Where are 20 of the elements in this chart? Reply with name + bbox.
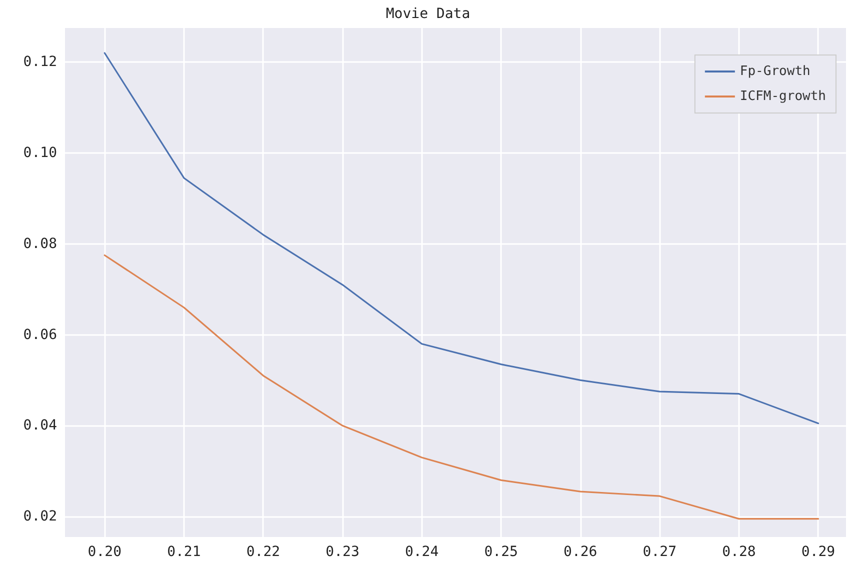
y-tick-label: 0.08 bbox=[23, 236, 57, 252]
x-tick-label: 0.21 bbox=[167, 544, 201, 560]
x-tick-label: 0.26 bbox=[564, 544, 598, 560]
y-tick-label: 0.02 bbox=[23, 508, 57, 525]
chart-title: Movie Data bbox=[386, 6, 470, 22]
y-tick-label: 0.04 bbox=[23, 418, 57, 434]
x-tick-label: 0.20 bbox=[88, 544, 122, 560]
x-tick-label: 0.25 bbox=[484, 544, 518, 560]
y-tick-label: 0.10 bbox=[23, 144, 57, 161]
x-tick-label: 0.24 bbox=[404, 544, 439, 560]
y-tick-label: 0.06 bbox=[23, 326, 57, 343]
x-tick-label: 0.22 bbox=[246, 544, 280, 560]
x-tick-label: 0.27 bbox=[642, 544, 677, 560]
x-tick-label: 0.29 bbox=[801, 544, 836, 560]
legend-label: ICFM-growth bbox=[740, 89, 826, 104]
x-tick-label: 0.23 bbox=[326, 544, 360, 560]
legend-label: Fp-Growth bbox=[740, 64, 810, 79]
x-tick-label: 0.28 bbox=[722, 544, 756, 560]
line-series bbox=[104, 254, 820, 520]
y-tick-label: 0.12 bbox=[23, 54, 57, 70]
